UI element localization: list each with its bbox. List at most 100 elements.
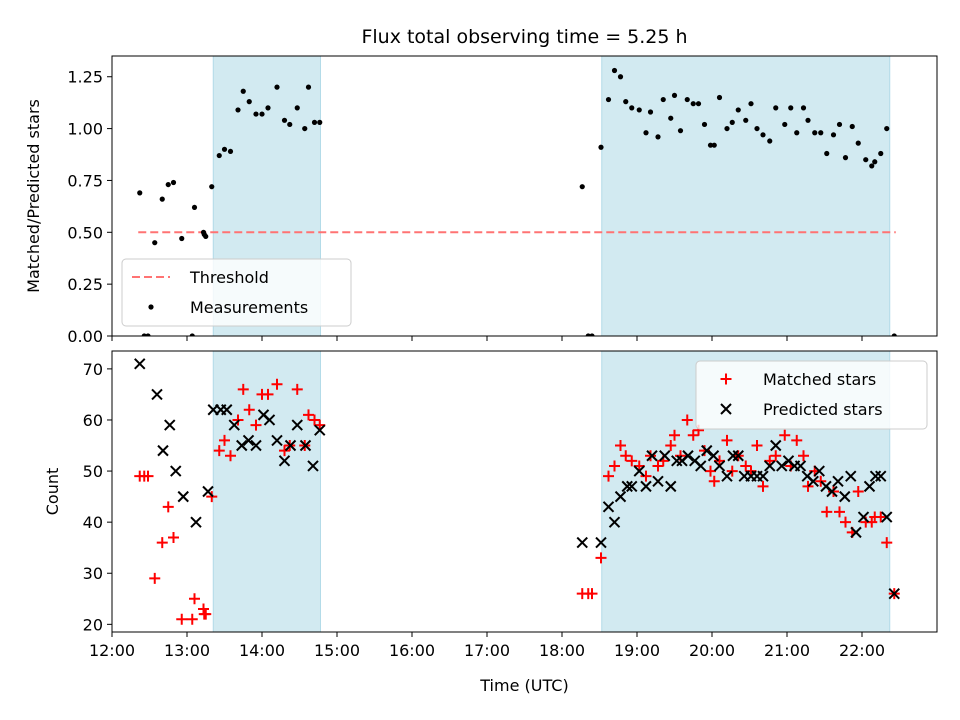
data-point: [179, 235, 185, 242]
data-point: [721, 470, 733, 482]
data-point: [888, 587, 900, 600]
data-point: [614, 490, 627, 503]
data-point: [745, 465, 757, 477]
data-point: [757, 480, 769, 492]
data-point: [839, 490, 851, 503]
data-point: [748, 101, 754, 107]
data-point: [609, 460, 620, 472]
data-point: [671, 92, 678, 99]
observing-interval-band: [212, 350, 321, 633]
data-point: [668, 115, 674, 121]
data-point: [314, 419, 326, 431]
data-point: [760, 132, 766, 138]
data-point: [660, 96, 666, 103]
data-point: [812, 130, 818, 136]
legend-label-threshold: Threshold: [189, 268, 269, 287]
data-point: [165, 181, 171, 188]
data-point: [705, 465, 716, 477]
y-axis-label: Matched/Predicted stars: [24, 99, 43, 293]
data-point: [695, 101, 702, 107]
data-point: [287, 121, 293, 128]
data-point: [855, 140, 861, 146]
data-point: [152, 240, 158, 246]
data-point: [617, 74, 624, 80]
data-point: [291, 383, 303, 395]
data-point: [191, 204, 198, 211]
data-point: [164, 419, 176, 431]
data-point: [788, 105, 794, 111]
data-point: [203, 233, 209, 240]
y-tick-label: 60: [83, 411, 103, 430]
plot-area: [137, 67, 897, 336]
data-point: [216, 152, 222, 159]
y-tick-label: 20: [83, 615, 103, 634]
data-point: [307, 460, 319, 472]
plot-area: [134, 358, 900, 625]
data-point: [189, 593, 200, 605]
data-point: [740, 460, 752, 472]
observing-interval-band: [601, 55, 891, 337]
data-point: [190, 516, 202, 528]
data-point: [157, 444, 169, 457]
data-point: [701, 121, 708, 128]
data-point: [711, 142, 717, 148]
data-point: [579, 184, 585, 190]
data-point: [250, 439, 262, 452]
data-point: [836, 121, 843, 128]
data-point: [177, 490, 189, 503]
data-point: [849, 123, 855, 130]
data-point: [794, 460, 807, 472]
data-point: [633, 465, 645, 477]
data-point: [237, 383, 249, 395]
data-point: [265, 105, 271, 111]
axes-frame: [111, 350, 938, 633]
data-point: [626, 480, 638, 493]
data-point: [826, 485, 838, 498]
data-point: [665, 440, 677, 452]
series-measurements: [137, 67, 897, 336]
data-point: [221, 404, 233, 416]
data-point: [891, 333, 897, 336]
x-tick-label: 17:00: [464, 641, 510, 660]
data-point: [236, 439, 248, 452]
data-point: [643, 130, 649, 136]
data-point: [671, 455, 683, 467]
data-point: [713, 460, 726, 472]
data-point: [259, 111, 265, 117]
data-point: [608, 516, 621, 528]
data-point: [149, 572, 161, 584]
data-point: [842, 155, 849, 161]
data-point: [732, 450, 744, 462]
data-point: [595, 536, 607, 549]
data-point: [168, 531, 179, 543]
data-point: [840, 516, 851, 528]
data-point: [881, 511, 893, 523]
data-point: [620, 450, 632, 462]
data-point: [652, 460, 664, 472]
data-point: [278, 455, 291, 467]
data-point: [721, 434, 733, 446]
data-point: [773, 105, 779, 111]
x-tick-label: 21:00: [764, 641, 810, 660]
data-point: [189, 333, 195, 336]
data-point: [213, 445, 225, 457]
y-tick-label: 1.25: [67, 68, 103, 87]
data-point: [595, 552, 607, 564]
data-point: [623, 99, 629, 105]
data-point: [850, 526, 862, 539]
panel-2: 20 30 40 50 60 70 12:00 13:00 14:00 15:00 16:00 17:…: [43, 350, 938, 695]
data-point: [727, 450, 739, 462]
data-point: [707, 142, 714, 148]
data-point: [170, 179, 177, 186]
data-point: [699, 445, 710, 457]
data-point: [202, 485, 214, 498]
y-tick-label: 30: [83, 564, 103, 583]
data-point: [714, 455, 725, 467]
data-point: [669, 429, 680, 441]
legend-measurements-swatch: [148, 304, 154, 310]
data-point: [253, 111, 259, 117]
x-tick-label: 22:00: [839, 641, 885, 660]
data-point: [875, 470, 887, 482]
data-point: [682, 450, 694, 462]
data-point: [279, 445, 290, 457]
